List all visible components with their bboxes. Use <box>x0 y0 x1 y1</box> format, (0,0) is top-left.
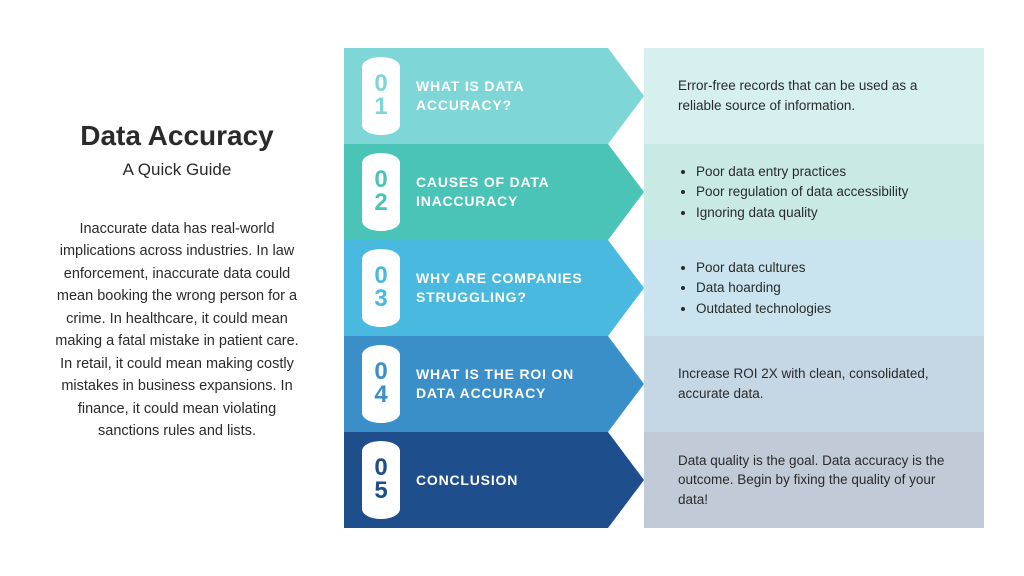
row-content: Increase ROI 2X with clean, consolidated… <box>644 336 984 432</box>
info-row-1: 01WHAT IS DATA ACCURACY? Error-free recor… <box>344 48 984 144</box>
info-row-4: 04WHAT IS THE ROI ON DATA ACCURACY Increa… <box>344 336 984 432</box>
main-title: Data Accuracy <box>80 120 274 152</box>
row-content: Poor data entry practicesPoor regulation… <box>644 144 984 240</box>
arrow-block: 01WHAT IS DATA ACCURACY? <box>344 48 644 144</box>
description-text: Inaccurate data has real-world implicati… <box>50 218 304 443</box>
arrow-block: 05CONCLUSION <box>344 432 644 528</box>
row-heading: CONCLUSION <box>344 471 566 490</box>
list-item: Poor data entry practices <box>696 162 908 182</box>
info-row-2: 02CAUSES OF DATA INACCURACY Poor data ent… <box>344 144 984 240</box>
subtitle: A Quick Guide <box>123 160 232 180</box>
info-row-5: 05CONCLUSION Data quality is the goal. Da… <box>344 432 984 528</box>
rows-panel: 01WHAT IS DATA ACCURACY? Error-free recor… <box>344 0 1024 576</box>
list-item: Poor regulation of data accessibility <box>696 182 908 202</box>
content-text: Increase ROI 2X with clean, consolidated… <box>678 364 962 403</box>
row-heading: CAUSES OF DATA INACCURACY <box>344 173 644 211</box>
arrow-block: 02CAUSES OF DATA INACCURACY <box>344 144 644 240</box>
info-row-3: 03WHY ARE COMPANIES STRUGGLING? Poor data… <box>344 240 984 336</box>
row-content: Poor data culturesData hoardingOutdated … <box>644 240 984 336</box>
row-content: Data quality is the goal. Data accuracy … <box>644 432 984 528</box>
row-heading: WHY ARE COMPANIES STRUGGLING? <box>344 269 644 307</box>
content-list: Poor data culturesData hoardingOutdated … <box>678 257 831 320</box>
infographic-container: Data Accuracy A Quick Guide Inaccurate d… <box>0 0 1024 576</box>
arrow-block: 03WHY ARE COMPANIES STRUGGLING? <box>344 240 644 336</box>
row-content: Error-free records that can be used as a… <box>644 48 984 144</box>
list-item: Poor data cultures <box>696 258 831 278</box>
content-list: Poor data entry practicesPoor regulation… <box>678 161 908 224</box>
list-item: Data hoarding <box>696 278 831 298</box>
list-item: Ignoring data quality <box>696 203 908 223</box>
content-text: Error-free records that can be used as a… <box>678 76 962 115</box>
row-heading: WHAT IS THE ROI ON DATA ACCURACY <box>344 365 644 403</box>
content-text: Data quality is the goal. Data accuracy … <box>678 451 962 510</box>
arrow-block: 04WHAT IS THE ROI ON DATA ACCURACY <box>344 336 644 432</box>
row-heading: WHAT IS DATA ACCURACY? <box>344 77 644 115</box>
list-item: Outdated technologies <box>696 299 831 319</box>
left-panel: Data Accuracy A Quick Guide Inaccurate d… <box>0 0 344 576</box>
